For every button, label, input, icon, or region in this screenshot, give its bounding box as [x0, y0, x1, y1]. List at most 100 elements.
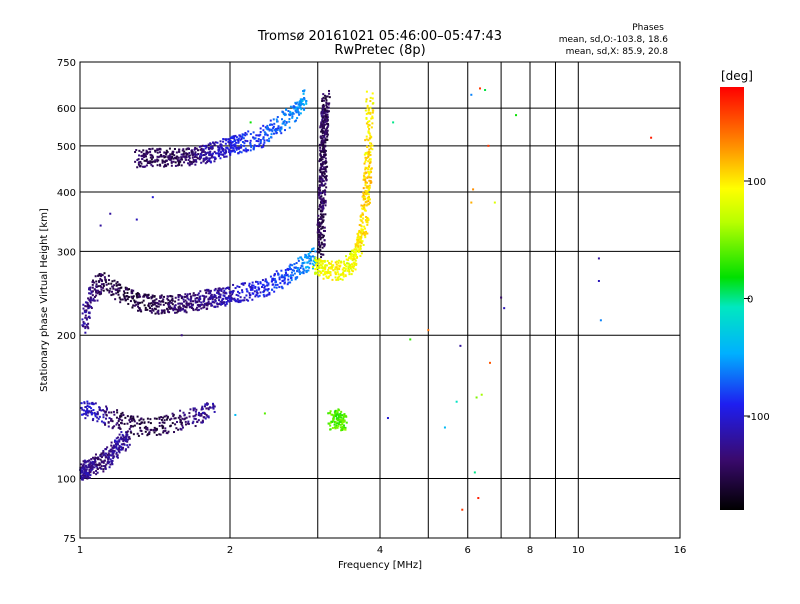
- data-point: [333, 411, 336, 414]
- data-point: [237, 301, 240, 304]
- data-point: [264, 132, 267, 135]
- data-point: [103, 465, 106, 468]
- data-point: [318, 225, 321, 228]
- data-point: [218, 303, 221, 306]
- data-point: [324, 97, 327, 100]
- data-point: [206, 303, 209, 306]
- data-point: [259, 281, 262, 284]
- data-point: [324, 109, 327, 112]
- data-point: [479, 87, 482, 90]
- data-point: [170, 161, 173, 164]
- data-point: [175, 427, 178, 430]
- data-point: [136, 432, 139, 435]
- data-point: [278, 286, 281, 289]
- data-point: [199, 297, 202, 300]
- data-point: [206, 157, 209, 160]
- data-point: [234, 145, 237, 148]
- data-point: [326, 129, 329, 132]
- data-point: [84, 325, 87, 328]
- data-point: [357, 250, 360, 253]
- data-point: [122, 442, 125, 445]
- data-point: [190, 161, 193, 164]
- data-point: [203, 299, 206, 302]
- data-point: [340, 429, 343, 432]
- data-point: [303, 261, 306, 264]
- data-point: [171, 412, 174, 415]
- data-point: [249, 121, 252, 124]
- data-point: [273, 273, 276, 276]
- data-point: [258, 287, 261, 290]
- data-point: [364, 232, 367, 235]
- data-point: [370, 117, 373, 120]
- data-point: [157, 312, 160, 315]
- data-point: [203, 304, 206, 307]
- data-point: [231, 146, 234, 149]
- data-point: [282, 112, 285, 115]
- data-point: [290, 277, 293, 280]
- data-point: [342, 428, 345, 431]
- data-point: [144, 306, 147, 309]
- data-point: [242, 282, 245, 285]
- data-point: [87, 297, 90, 300]
- data-point: [325, 178, 328, 181]
- data-point: [309, 257, 312, 260]
- data-point: [293, 120, 296, 123]
- data-point: [123, 295, 126, 298]
- data-point: [185, 301, 188, 304]
- data-point: [132, 418, 135, 421]
- data-point: [322, 150, 325, 153]
- data-point: [110, 282, 113, 285]
- data-point: [255, 134, 258, 137]
- data-point: [365, 98, 368, 101]
- data-point: [154, 150, 157, 153]
- data-point: [321, 134, 324, 137]
- data-point: [181, 426, 184, 429]
- data-point: [368, 148, 371, 151]
- data-point: [357, 232, 360, 235]
- data-point: [177, 156, 180, 159]
- data-point: [123, 439, 126, 442]
- data-point: [323, 148, 326, 151]
- data-point: [185, 156, 188, 159]
- data-point: [386, 417, 389, 420]
- data-point: [175, 151, 178, 154]
- data-point: [124, 437, 127, 440]
- data-point: [238, 150, 241, 153]
- data-point: [275, 286, 278, 289]
- data-point: [177, 416, 180, 419]
- data-point: [362, 198, 365, 201]
- data-point: [150, 163, 153, 166]
- data-point: [207, 298, 210, 301]
- data-point: [305, 266, 308, 269]
- data-point: [152, 300, 155, 303]
- data-point: [273, 277, 276, 280]
- data-point: [111, 462, 114, 465]
- data-point: [318, 231, 321, 234]
- data-point: [322, 119, 325, 122]
- data-point: [171, 303, 174, 306]
- data-point: [322, 216, 325, 219]
- data-point: [366, 176, 369, 179]
- data-point: [102, 416, 105, 419]
- data-point: [118, 440, 121, 443]
- data-point: [191, 154, 194, 157]
- data-point: [299, 266, 302, 269]
- data-point: [203, 302, 206, 305]
- data-point: [216, 141, 219, 144]
- data-point: [352, 253, 355, 256]
- data-point: [363, 205, 366, 208]
- data-point: [323, 184, 326, 187]
- data-point: [262, 137, 265, 140]
- data-point: [221, 299, 224, 302]
- data-point: [216, 291, 219, 294]
- data-point: [320, 256, 323, 259]
- data-point: [117, 290, 120, 293]
- data-point: [276, 116, 279, 119]
- data-point: [370, 142, 373, 145]
- data-point: [266, 134, 269, 137]
- data-point: [332, 264, 335, 267]
- data-point: [173, 156, 176, 159]
- data-point: [322, 199, 325, 202]
- data-point: [223, 289, 226, 292]
- data-point: [156, 164, 159, 167]
